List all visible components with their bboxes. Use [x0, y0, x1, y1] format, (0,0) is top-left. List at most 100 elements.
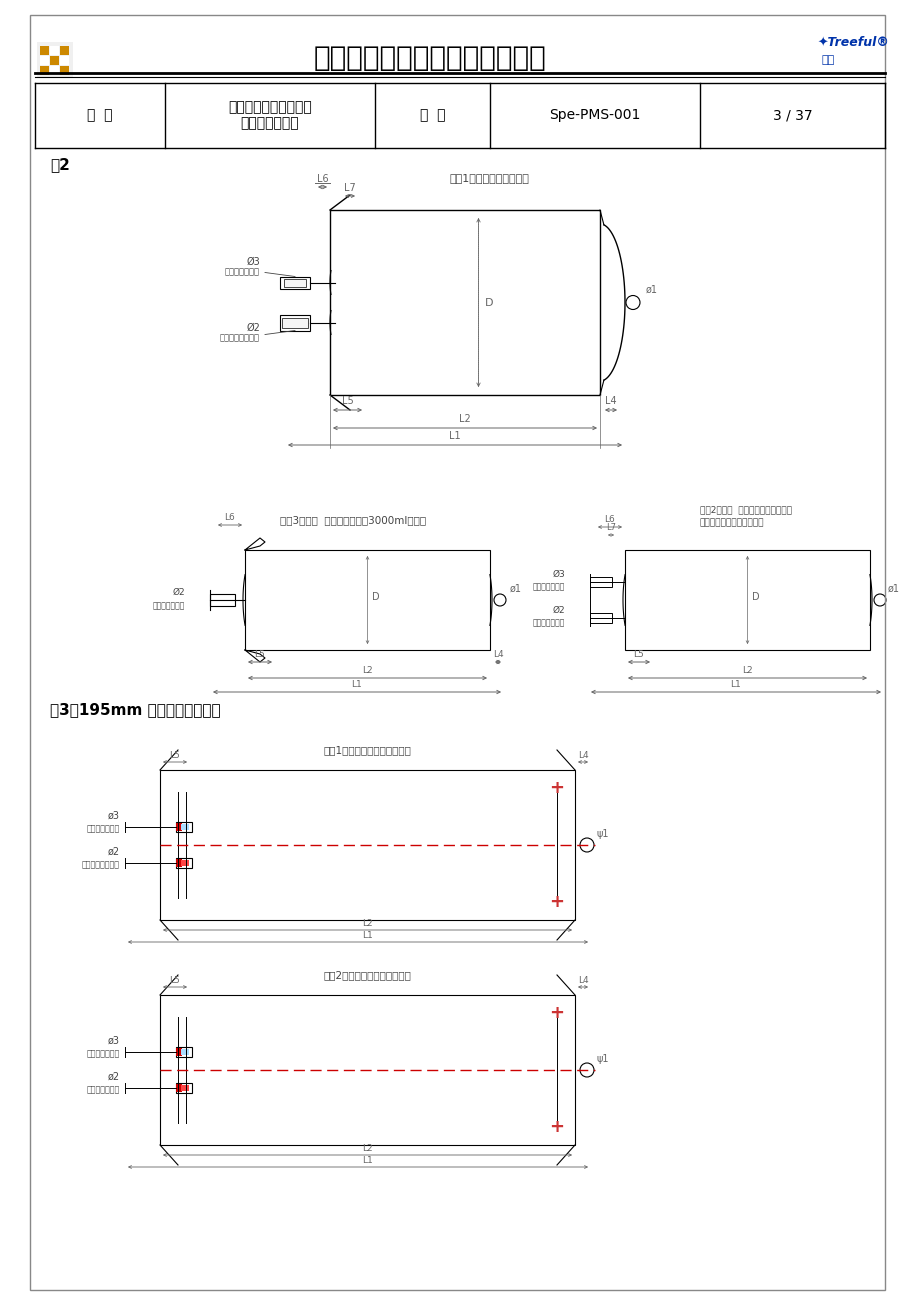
Bar: [60, 66, 69, 76]
Text: 输液管用加药塞: 输液管用加药塞: [86, 1049, 119, 1059]
Text: 聚氯乙烯塑料袋: 聚氯乙烯塑料袋: [241, 116, 299, 130]
Bar: [279, 315, 310, 331]
Text: L1: L1: [448, 431, 460, 441]
Bar: [176, 1047, 192, 1057]
Text: ø3: ø3: [108, 1036, 119, 1046]
Bar: [176, 1083, 192, 1092]
Bar: [181, 1049, 188, 1055]
Text: 编  号: 编 号: [419, 108, 445, 122]
Text: 输液管用加药塞: 输液管用加药塞: [86, 824, 119, 833]
Text: L4: L4: [493, 650, 503, 659]
Bar: [176, 1048, 182, 1056]
Text: L2: L2: [362, 667, 372, 674]
Text: L7: L7: [344, 184, 356, 193]
Bar: [37, 42, 73, 78]
Text: ψ1: ψ1: [596, 829, 608, 838]
Text: L6: L6: [604, 516, 615, 523]
Text: L1: L1: [351, 680, 362, 689]
Text: L4: L4: [577, 751, 587, 760]
Text: 图2: 图2: [50, 158, 70, 172]
Text: L4: L4: [577, 976, 587, 986]
Bar: [181, 861, 188, 866]
Text: 连接双联冲洗系统: 连接双联冲洗系统: [82, 861, 119, 868]
Text: +: +: [549, 893, 564, 911]
Text: 袋型3：单管  甘氨酸冲洗液、3000ml类专用: 袋型3：单管 甘氨酸冲洗液、3000ml类专用: [279, 516, 425, 525]
Text: ø1: ø1: [645, 285, 657, 294]
Text: L2: L2: [459, 414, 471, 424]
Text: Ø3: Ø3: [246, 256, 260, 267]
Text: ø1: ø1: [887, 585, 899, 594]
Bar: [282, 318, 308, 328]
Text: Ø2: Ø2: [551, 605, 564, 615]
Text: L5: L5: [633, 650, 643, 659]
Text: 腹膜透析液、冲洗液用: 腹膜透析液、冲洗液用: [228, 100, 312, 115]
Bar: [181, 1085, 188, 1091]
Text: L2: L2: [742, 667, 752, 674]
Text: L2: L2: [362, 1144, 372, 1154]
Bar: [40, 56, 49, 65]
Text: 输液管冲袋托架: 输液管冲袋托架: [532, 618, 564, 628]
Bar: [176, 859, 182, 867]
Text: +: +: [549, 1004, 564, 1022]
Text: 置换液、甘氨酸冲洗液专用: 置换液、甘氨酸冲洗液专用: [699, 518, 764, 527]
Bar: [176, 823, 182, 831]
Bar: [284, 279, 306, 286]
Text: L1: L1: [730, 680, 741, 689]
Text: Ø2: Ø2: [246, 323, 260, 332]
Text: L1: L1: [362, 1156, 372, 1165]
Text: D: D: [752, 592, 759, 602]
Text: L1: L1: [362, 931, 372, 940]
Text: +: +: [549, 779, 564, 797]
Text: 连接双联冲洗系统: 连接双联冲洗系统: [220, 333, 260, 342]
Bar: [244, 549, 490, 650]
Text: 题  目: 题 目: [87, 108, 113, 122]
Text: 输液管用加药塞: 输液管用加药塞: [225, 267, 260, 276]
Text: ✦Treeful®: ✦Treeful®: [817, 35, 889, 48]
Bar: [181, 824, 188, 829]
Bar: [50, 56, 59, 65]
Bar: [624, 549, 869, 650]
Bar: [176, 1085, 182, 1092]
Text: 上海长征富民金山制药有限公司: 上海长征富民金山制药有限公司: [313, 44, 546, 72]
Text: 3 / 37: 3 / 37: [772, 108, 811, 122]
Text: 图3：195mm 的药液袋袋子样图: 图3：195mm 的药液袋袋子样图: [50, 703, 221, 717]
Text: D: D: [372, 592, 380, 602]
Text: 输液管冲袋托架: 输液管冲袋托架: [153, 602, 185, 611]
Text: L7: L7: [606, 523, 616, 533]
Bar: [160, 769, 574, 921]
Bar: [589, 577, 611, 587]
Text: ø2: ø2: [108, 1072, 119, 1082]
Text: 袋型1：双袋双联系统专用: 袋型1：双袋双联系统专用: [449, 173, 529, 184]
Bar: [160, 995, 574, 1144]
Text: 袋型1：腹膜透析液用双联系统: 袋型1：腹膜透析液用双联系统: [323, 745, 411, 755]
Text: ψ1: ψ1: [596, 1055, 608, 1064]
Text: L5: L5: [169, 751, 180, 760]
Bar: [210, 594, 234, 605]
Text: 输液管用加药塞: 输液管用加药塞: [532, 582, 564, 591]
Bar: [176, 822, 192, 832]
Text: ø3: ø3: [108, 811, 119, 822]
Bar: [60, 56, 69, 65]
Text: L5: L5: [341, 396, 353, 406]
Text: L6: L6: [224, 513, 235, 522]
Text: L5: L5: [169, 976, 180, 986]
Bar: [176, 858, 192, 868]
Bar: [40, 46, 49, 55]
Text: L4: L4: [605, 396, 616, 406]
Bar: [279, 276, 310, 289]
Text: 长富: 长富: [821, 55, 834, 65]
Text: L5: L5: [255, 650, 265, 659]
Bar: [40, 66, 49, 76]
Text: L2: L2: [362, 919, 372, 928]
Text: +: +: [549, 1118, 564, 1137]
Bar: [50, 66, 59, 76]
Text: Ø3: Ø3: [551, 570, 564, 579]
Text: Ø2: Ø2: [172, 589, 185, 598]
Bar: [60, 46, 69, 55]
Text: L6: L6: [316, 174, 328, 184]
Text: ø2: ø2: [108, 848, 119, 857]
Text: 腹膜炎冲袋支架: 腹膜炎冲袋支架: [86, 1085, 119, 1094]
Text: 袋型2：单管引流液、血液系统: 袋型2：单管引流液、血液系统: [323, 970, 411, 980]
Text: 袋型2：双管  单袋腹膜透析液、血液: 袋型2：双管 单袋腹膜透析液、血液: [699, 505, 791, 514]
Text: ø1: ø1: [509, 585, 521, 594]
